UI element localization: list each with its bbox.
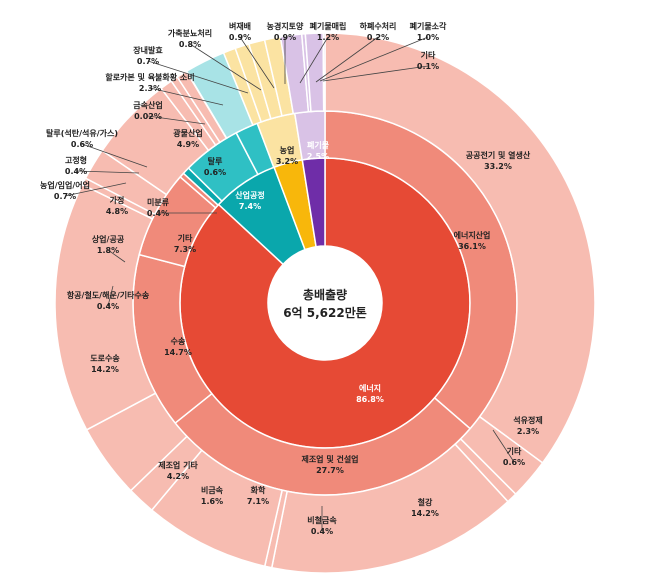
label-name-o24: 폐기물소각	[410, 21, 447, 31]
label-value-en_fug: 0.4%	[147, 209, 169, 218]
label-value-o17: 2.3%	[139, 84, 161, 93]
label-value-o2: 2.3%	[517, 427, 539, 436]
label-value-o25: 0.1%	[417, 62, 439, 71]
label-value-en_tr: 14.7%	[164, 348, 192, 357]
label-value-o6: 7.1%	[247, 497, 269, 506]
label-name-o20: 벼재배	[229, 21, 251, 31]
label-value-o20: 0.9%	[229, 33, 251, 42]
leader-line-o15	[81, 143, 148, 168]
label-name-en_ind: 에너지산업	[454, 230, 491, 240]
label-name-en: 에너지	[359, 383, 381, 393]
label-name-o7: 비금속	[201, 485, 224, 495]
label-value-en_etc: 7.3%	[174, 245, 196, 254]
label-name-o16: 금속산업	[133, 100, 162, 110]
label-value-o11: 1.8%	[97, 246, 119, 255]
label-name-en_mfg: 제조업 및 건설업	[301, 454, 358, 464]
leader-line-o17	[149, 87, 224, 106]
leader-line-o19	[189, 43, 262, 91]
leader-line-o18	[147, 60, 249, 94]
label-value-o7: 1.6%	[201, 497, 223, 506]
label-name-o14: 고정형	[65, 155, 87, 165]
segment-outer-o1	[324, 32, 596, 464]
label-name-ip_min: 탈루	[208, 156, 223, 166]
label-name-o3: 기타	[507, 446, 522, 456]
label-name-o4: 철강	[418, 497, 433, 507]
label-name-o19: 가축분뇨처리	[168, 28, 212, 38]
label-name-o11: 상업/공공	[92, 234, 125, 244]
chart-labels: 에너지 86.8% 산업공정 7.4% 농업 3.2% 폐기물 2.5% 에너지산업 36.1% 제…	[40, 21, 543, 536]
label-name-o21: 농경지토양	[267, 21, 304, 31]
center-label-line1: 총배출량	[303, 287, 347, 302]
label-name-o22: 폐기물매립	[310, 21, 347, 31]
label-value-o15: 0.6%	[71, 140, 93, 149]
label-name-ip: 산업공정	[235, 190, 264, 200]
label-value-o12: 4.8%	[106, 207, 128, 216]
label-value-en_ind: 36.1%	[458, 242, 486, 251]
label-value-o9: 14.2%	[91, 365, 119, 374]
label-value-o18: 0.7%	[137, 57, 159, 66]
label-value-o19: 0.8%	[179, 40, 201, 49]
label-name-o6: 화학	[251, 485, 266, 495]
leader-line-o10	[107, 285, 114, 307]
label-value-ip_min: 0.6%	[204, 168, 226, 177]
leader-line-o20	[239, 36, 275, 89]
label-name-ip_mine: 광물산업	[173, 128, 202, 138]
leader-line-o23	[315, 36, 379, 83]
label-name-wa: 폐기물	[307, 140, 330, 150]
segment-outer-o25	[322, 32, 326, 112]
leader-line-o14	[75, 170, 140, 174]
label-value-wa: 2.5%	[307, 152, 329, 161]
center-label-line2: 6억 5,622만톤	[283, 305, 367, 320]
label-name-o25: 기타	[421, 50, 436, 60]
label-name-en_tr: 수송	[171, 336, 186, 346]
label-value-ag: 3.2%	[276, 157, 298, 166]
label-value-o1: 33.2%	[484, 162, 512, 171]
label-name-o1: 공공전기 및 열생산	[466, 150, 531, 160]
leader-line-o11	[107, 249, 126, 263]
label-name-o8: 제조업 기타	[158, 460, 198, 470]
label-name-o15: 탈루(석탄/석유/가스)	[46, 128, 118, 138]
label-name-o13: 농업/임업/어업	[40, 180, 90, 190]
label-name-o9: 도로수송	[90, 353, 120, 363]
label-value-o14: 0.4%	[65, 167, 87, 176]
label-value-o10: 0.4%	[97, 302, 119, 311]
label-name-o10: 항공/철도/해운/기타수송	[67, 290, 150, 300]
label-value-o23: 0.2%	[367, 33, 389, 42]
label-value-ip_mine: 4.9%	[177, 140, 199, 149]
label-name-en_etc: 기타	[178, 233, 193, 243]
label-name-o18: 장내발효	[133, 45, 163, 55]
chart-rings	[54, 32, 596, 574]
label-value-o13: 0.7%	[54, 192, 76, 201]
label-value-o5: 0.4%	[311, 527, 333, 536]
label-value-o24: 1.0%	[417, 33, 439, 42]
leader-line-o25	[322, 65, 429, 82]
label-name-en_fug: 미분류	[147, 197, 170, 207]
label-name-o5: 비철금속	[307, 515, 337, 525]
label-value-en: 86.8%	[356, 395, 384, 404]
label-name-o2: 석유정제	[513, 415, 542, 425]
leader-line-o16	[147, 115, 206, 125]
leader-line-o22	[299, 36, 329, 84]
label-value-ip: 7.4%	[239, 202, 261, 211]
label-value-o16: 0.02%	[134, 112, 162, 121]
label-name-o12: 가정	[110, 195, 125, 205]
label-value-o8: 4.2%	[167, 472, 189, 481]
leader-lines	[64, 36, 515, 531]
leader-line-o3	[492, 429, 515, 463]
label-value-o3: 0.6%	[503, 458, 525, 467]
leader-line-o13	[64, 182, 127, 197]
label-name-ag: 농업	[280, 145, 295, 155]
label-value-o21: 0.9%	[274, 33, 296, 42]
label-name-o17: 할로카본 및 육불화황 소비	[105, 72, 194, 82]
label-value-en_mfg: 27.7%	[316, 466, 344, 475]
center-hole	[268, 246, 382, 360]
leader-line-o24	[319, 36, 429, 82]
label-value-o4: 14.2%	[411, 509, 439, 518]
label-name-o23: 하폐수처리	[360, 21, 397, 31]
label-value-o22: 1.2%	[317, 33, 339, 42]
